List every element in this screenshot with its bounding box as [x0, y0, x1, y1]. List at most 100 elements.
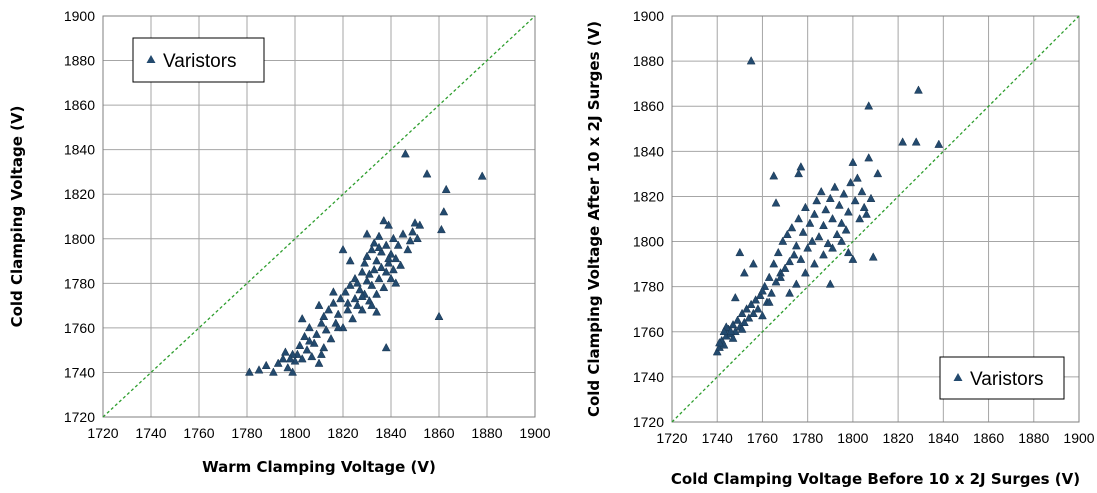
data-point [823, 238, 833, 248]
y-tick-label: 1840 [633, 143, 664, 159]
data-point [848, 157, 858, 166]
data-point [355, 284, 365, 294]
data-point [771, 277, 781, 286]
data-point [746, 299, 756, 308]
legend-box [132, 37, 265, 83]
data-point [367, 300, 377, 309]
data-point [314, 358, 324, 367]
data-point [816, 186, 826, 196]
data-point [719, 326, 729, 336]
y-axis-title: Cold Clamping Voltage After 10 x 2J Surg… [585, 21, 603, 417]
data-point [338, 244, 348, 254]
y-tick-label: 1880 [633, 53, 664, 69]
data-point [379, 215, 389, 225]
x-tick-label: 1740 [135, 425, 166, 441]
data-point [360, 258, 370, 267]
data-point [352, 300, 362, 309]
x-tick-label: 1800 [837, 430, 868, 446]
data-point [321, 325, 331, 334]
data-point [803, 243, 813, 252]
reference-line [671, 15, 1080, 423]
data-point [814, 232, 824, 241]
y-tick-label: 1800 [64, 231, 95, 247]
data-point [376, 247, 386, 256]
data-point [791, 241, 801, 250]
data-point [302, 345, 312, 354]
data-point [319, 342, 329, 352]
data-point [866, 193, 876, 202]
data-point [436, 224, 446, 234]
data-point [374, 273, 384, 283]
data-point [864, 153, 874, 162]
data-point [862, 209, 871, 218]
data-point [819, 220, 828, 230]
data-point [776, 272, 785, 281]
data-point [362, 229, 372, 238]
data-point [828, 213, 837, 223]
data-point [864, 101, 874, 110]
data-point [304, 336, 314, 345]
data-point [837, 218, 846, 227]
data-point [758, 286, 767, 295]
data-point [357, 305, 367, 314]
data-point [825, 193, 835, 202]
data-point [357, 291, 367, 300]
data-point [333, 322, 343, 332]
data-point [410, 218, 420, 227]
x-tick-label: 1740 [702, 430, 733, 446]
data-point [304, 322, 314, 332]
data-point [348, 313, 358, 323]
data-point [403, 244, 413, 254]
data-point [859, 202, 869, 211]
y-tick-label: 1760 [64, 320, 95, 336]
legend-label: Varistors [163, 51, 237, 72]
x-tick-label: 1860 [973, 430, 1004, 446]
x-tick-label: 1800 [279, 425, 310, 441]
data-point [434, 311, 444, 320]
y-tick-label: 1780 [64, 275, 95, 291]
data-point [857, 186, 867, 196]
data-point [825, 279, 835, 288]
data-point [832, 229, 842, 239]
y-tick-label: 1900 [633, 8, 664, 24]
x-axis-title: Warm Clamping Voltage (V) [202, 458, 436, 476]
data-point [374, 242, 384, 251]
data-point [785, 256, 794, 266]
data-point [771, 198, 781, 207]
data-point [386, 273, 396, 283]
data-point [379, 282, 389, 292]
data-point [362, 276, 372, 285]
data-point [367, 244, 377, 254]
data-point [834, 200, 844, 209]
data-point [345, 280, 355, 289]
x-tick-label: 1900 [519, 425, 550, 441]
data-point [328, 287, 338, 296]
data-point [393, 240, 403, 249]
data-point [914, 85, 923, 94]
x-tick-label: 1900 [1063, 430, 1094, 446]
x-tick-label: 1760 [183, 425, 214, 441]
data-point [280, 347, 290, 356]
data-point [384, 253, 394, 263]
data-point [405, 235, 415, 245]
data-point [388, 233, 398, 243]
y-tick-label: 1800 [633, 234, 664, 250]
data-point [737, 324, 747, 333]
data-point [830, 182, 840, 191]
x-tick-label: 1880 [1018, 430, 1049, 446]
data-point [273, 358, 283, 367]
data-point [381, 342, 391, 352]
data-point [384, 220, 394, 229]
x-tick-label: 1840 [928, 430, 959, 446]
data-point [934, 139, 944, 148]
y-tick-label: 1760 [633, 324, 664, 340]
data-point [805, 218, 815, 227]
data-point [391, 253, 401, 263]
legend-label: Varistors [970, 369, 1044, 390]
data-point [314, 300, 324, 309]
x-axis-title: Cold Clamping Voltage Before 10 x 2J Sur… [671, 470, 1080, 488]
data-point [843, 247, 853, 257]
data-point [372, 289, 382, 298]
data-point [800, 202, 810, 211]
data-point [415, 220, 425, 229]
